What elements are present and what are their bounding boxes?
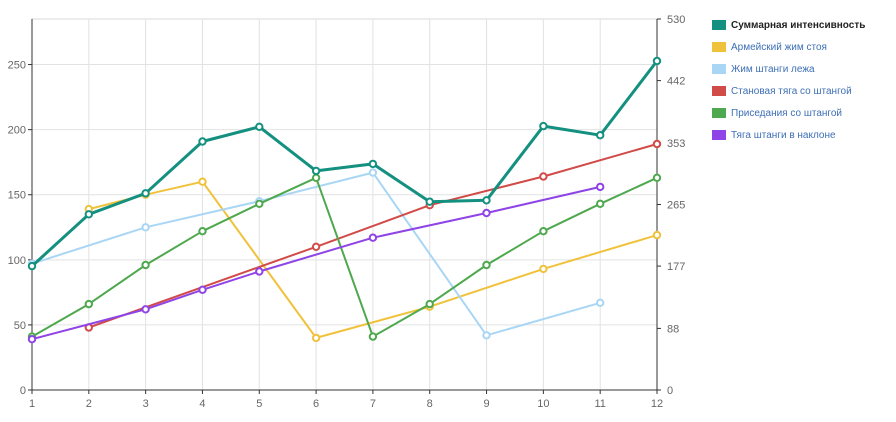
series-line-4 [31,176,658,338]
y-tick-right-label: 88 [667,323,679,335]
data-point-0 [27,261,37,271]
legend-item-0[interactable]: Суммарная интенсивность [712,14,892,36]
legend-item-3[interactable]: Становая тяга со штангой [712,80,892,102]
y-tick-right-label: 442 [667,76,685,88]
legend-item-4[interactable]: Приседания со штангой [712,102,892,124]
y-tick-left-label: 150 [8,190,26,202]
legend-swatch [712,108,726,118]
legend-label: Тяга штанги в наклоне [731,129,836,141]
series-0 [27,56,662,271]
x-tick-label: 1 [29,398,35,410]
legend-label: Становая тяга со штангой [731,85,852,97]
data-point-3 [539,172,548,181]
data-point-0 [482,196,491,205]
x-tick-label: 6 [313,398,319,410]
data-point-3 [311,242,321,252]
data-point-4 [198,227,207,236]
data-point-0 [425,197,434,206]
y-tick-left-label: 100 [8,255,26,267]
legend: Суммарная интенсивность Армейский жим сто… [712,14,892,146]
legend-item-1[interactable]: Армейский жим стоя [712,36,892,58]
data-point-5 [596,182,605,192]
data-point-1 [311,333,321,343]
legend-label: Суммарная интенсивность [731,19,866,31]
y-tick-right-label: 353 [667,138,685,150]
x-axis: 1 2 3 4 5 6 7 8 9 10 11 12 [29,390,663,410]
x-tick-label: 10 [537,398,549,410]
data-point-4 [84,299,94,309]
data-point-0 [198,137,207,146]
x-tick-label: 11 [594,398,605,410]
x-tick-label: 7 [370,398,376,410]
x-tick-label: 2 [86,398,92,410]
data-point-5 [198,285,207,294]
legend-swatch [712,130,726,140]
data-point-4 [141,260,150,270]
legend-label: Жим штанги лежа [731,63,815,75]
data-point-1 [539,264,548,274]
series-group [27,56,662,344]
data-point-3 [652,139,662,149]
data-point-5 [141,305,150,314]
data-point-5 [255,267,264,276]
y-tick-right-label: 177 [667,261,685,273]
y-tick-left-label: 50 [14,320,26,332]
y-tick-right-label: 0 [667,385,673,397]
data-point-5 [27,335,37,344]
legend-label: Приседания со штангой [731,107,842,119]
data-point-0 [311,166,321,176]
data-point-0 [596,131,605,140]
y-tick-left-label: 200 [8,125,26,137]
data-point-1 [198,177,207,186]
data-point-5 [368,233,378,242]
x-tick-label: 8 [427,398,433,410]
data-point-4 [596,199,605,209]
data-point-2 [141,223,150,232]
series-line-2 [31,171,601,337]
y-tick-left-label: 0 [20,385,26,397]
data-point-4 [425,299,434,309]
data-point-4 [652,173,662,183]
y-tick-right-label: 265 [667,200,685,212]
data-point-0 [652,56,662,66]
legend-swatch [712,64,726,74]
series-line-0 [30,60,659,268]
y-tick-right-label: 530 [667,14,685,26]
legend-swatch [712,86,726,96]
y-axis-right: 0 88 177 265 353 442 530 [657,14,685,397]
grid [31,18,658,391]
y-tick-left-label: 250 [8,60,26,72]
data-point-0 [255,122,264,132]
plot-frame [31,18,658,391]
data-point-4 [255,199,264,209]
legend-swatch [712,42,726,52]
legend-item-2[interactable]: Жим штанги лежа [712,58,892,80]
series-5 [27,182,605,344]
data-point-4 [482,260,491,270]
x-tick-label: 3 [143,398,149,410]
data-point-0 [368,159,378,169]
legend-item-5[interactable]: Тяга штанги в наклоне [712,124,892,146]
x-tick-label: 4 [199,398,205,410]
y-axis-left: 0 50 100 150 200 250 [8,60,32,397]
x-tick-label: 12 [651,398,663,410]
data-point-2 [368,168,378,177]
legend-label: Армейский жим стоя [731,41,827,53]
data-point-0 [539,121,548,131]
data-point-4 [311,173,321,183]
data-point-5 [482,208,491,218]
data-point-2 [482,331,491,340]
data-point-4 [539,227,548,236]
data-point-1 [652,230,662,240]
data-point-4 [368,332,378,341]
data-point-0 [141,189,150,198]
x-tick-label: 5 [256,398,262,410]
legend-swatch [712,20,726,30]
x-tick-label: 9 [483,398,489,410]
data-point-0 [84,210,94,219]
data-point-2 [596,298,605,307]
